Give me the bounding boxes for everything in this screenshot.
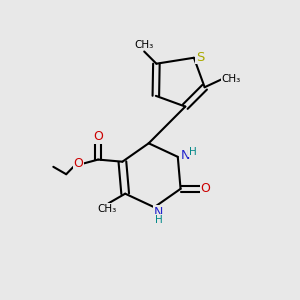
Text: O: O [200, 182, 210, 195]
Text: CH₃: CH₃ [97, 204, 117, 214]
Text: CH₃: CH₃ [221, 74, 241, 84]
Text: O: O [73, 157, 83, 170]
Text: O: O [93, 130, 103, 143]
Text: N: N [154, 206, 163, 219]
Text: S: S [196, 51, 204, 64]
Text: H: H [154, 215, 162, 225]
Text: N: N [181, 148, 190, 162]
Text: H: H [189, 146, 196, 157]
Text: CH₃: CH₃ [135, 40, 154, 50]
